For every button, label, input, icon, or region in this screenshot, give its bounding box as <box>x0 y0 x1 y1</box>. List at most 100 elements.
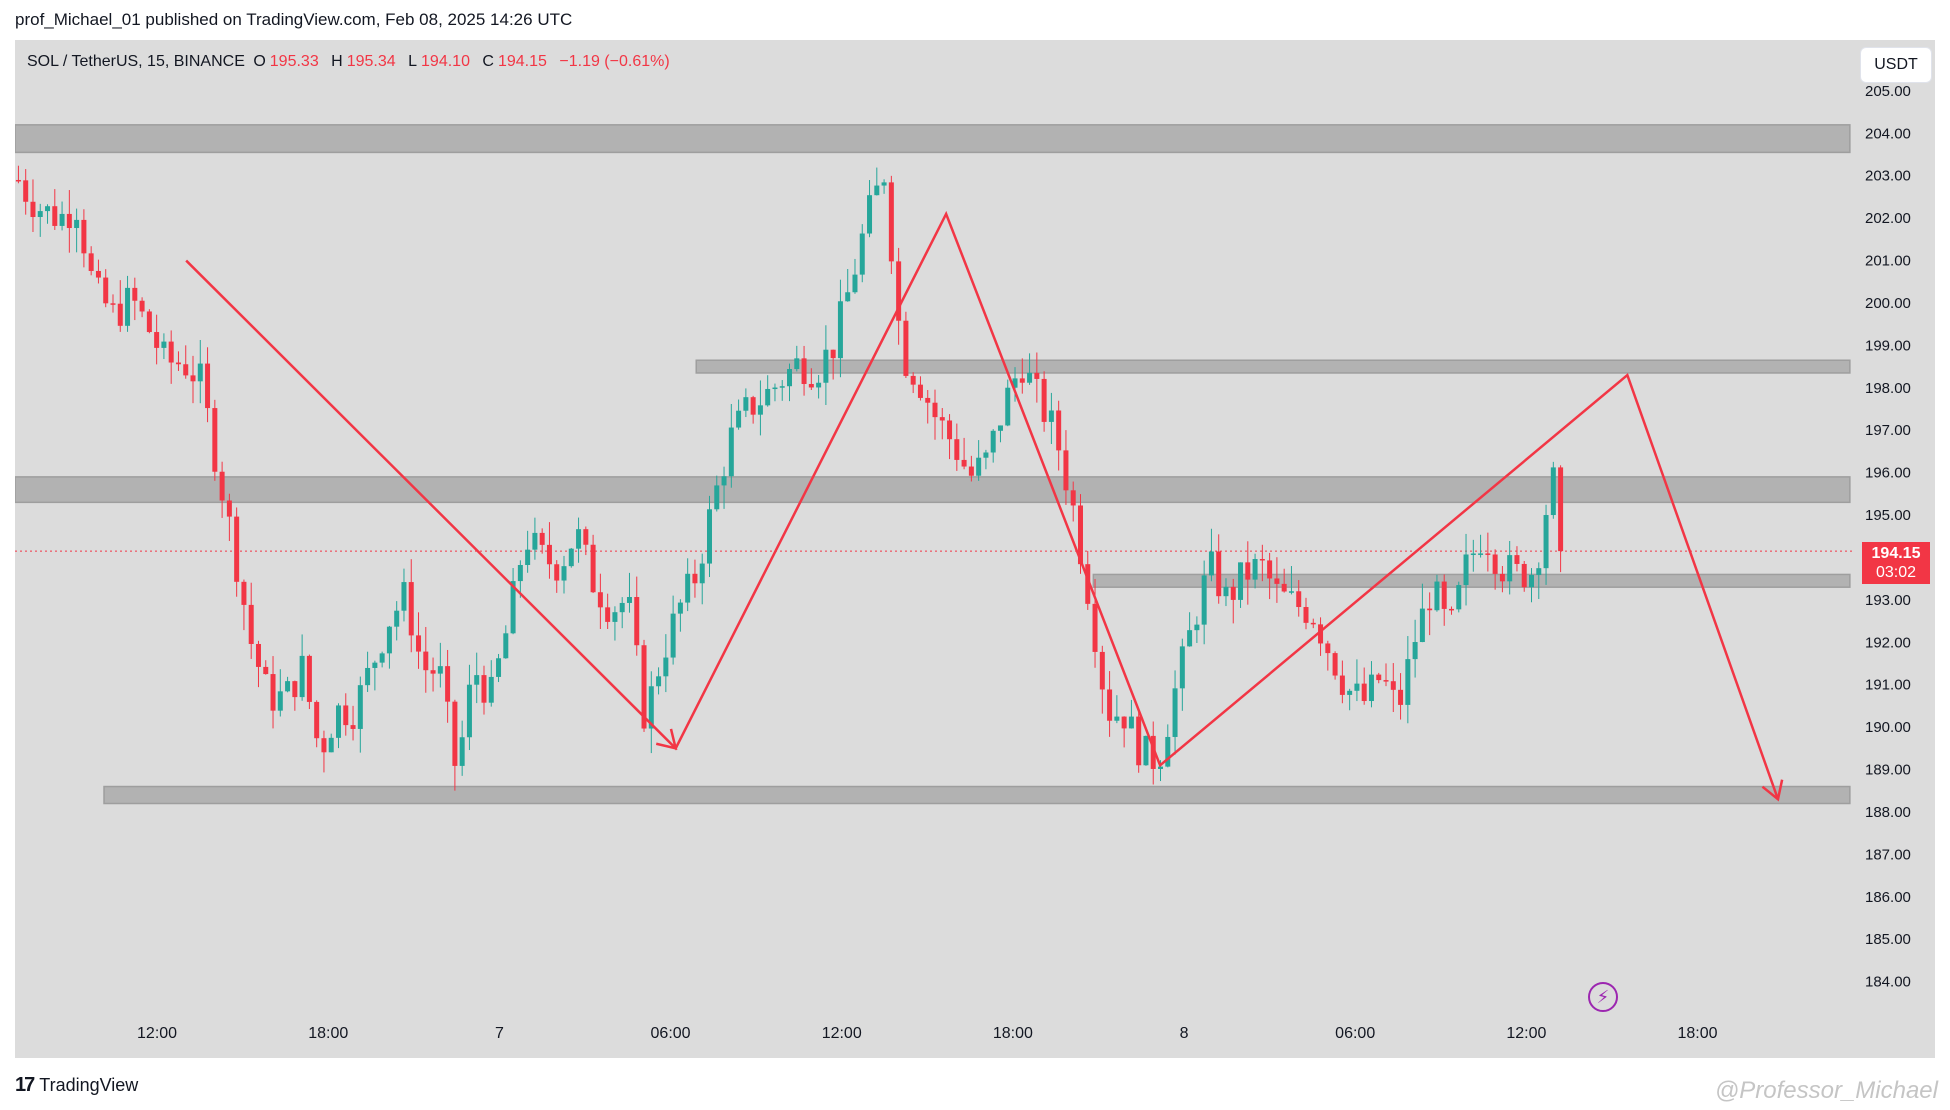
candle-body <box>583 529 589 545</box>
candle-body <box>365 667 371 686</box>
candle-body <box>299 655 305 698</box>
candle-body <box>23 180 29 202</box>
candle-body <box>706 509 712 564</box>
candle-body <box>554 564 560 581</box>
candle-body <box>1478 553 1484 555</box>
candle-body <box>88 253 94 271</box>
candle-body <box>1150 735 1156 769</box>
candle-body <box>1492 554 1498 574</box>
candle-body <box>648 686 654 729</box>
candle-body <box>619 602 625 613</box>
candle-body <box>787 369 793 387</box>
y-tick-label: 203.00 <box>1865 168 1911 185</box>
candle-body <box>568 548 574 567</box>
sr-zone-1 <box>695 359 1851 374</box>
candle-body <box>896 261 902 321</box>
candle-body <box>961 459 967 467</box>
candle-body <box>226 500 232 517</box>
y-tick-label: 195.00 <box>1865 507 1911 524</box>
candle-body <box>125 287 131 326</box>
candle-body <box>1318 624 1324 644</box>
candle-body <box>1056 410 1062 451</box>
sr-zone-0 <box>15 124 1851 154</box>
y-tick-label: 201.00 <box>1865 253 1911 270</box>
candle-body <box>496 658 502 677</box>
y-tick-label: 189.00 <box>1865 762 1911 779</box>
candle-body <box>990 430 996 453</box>
candle-body <box>823 349 829 383</box>
tradingview-logo: 17 TradingView <box>15 1074 138 1097</box>
candle-body <box>277 691 283 711</box>
candle-body <box>954 439 960 460</box>
candle-body <box>1339 675 1345 695</box>
candle-body <box>1165 736 1171 767</box>
low-label: L <box>408 53 418 70</box>
candle-body <box>154 332 160 348</box>
y-tick-label: 198.00 <box>1865 380 1911 397</box>
candle-body <box>1259 558 1265 561</box>
candle-body <box>401 582 407 611</box>
candle-body <box>794 358 800 370</box>
x-tick-label: 06:00 <box>1335 1025 1375 1042</box>
candle-body <box>212 408 218 472</box>
candle-body <box>1187 630 1193 647</box>
price-chart[interactable]: 184.00 185.00 186.00 187.00 188.00 189.00 190.… <box>15 40 1935 1058</box>
price-change: −1.19 (−0.61%) <box>559 53 670 70</box>
candle-body <box>66 213 72 229</box>
candle-body <box>285 681 291 692</box>
y-tick-label: 185.00 <box>1865 931 1911 948</box>
candle-body <box>1529 574 1535 588</box>
candle-body <box>263 666 269 675</box>
candle-body <box>997 425 1003 431</box>
candle-body <box>146 311 152 333</box>
candle-body <box>1325 643 1331 654</box>
candle-body <box>1238 562 1244 600</box>
candle-body <box>161 341 167 348</box>
y-tick-label: 187.00 <box>1865 846 1911 863</box>
candle-body <box>503 633 509 659</box>
y-tick-label: 200.00 <box>1865 295 1911 312</box>
candle-body <box>1223 586 1229 597</box>
candle-body <box>394 610 400 627</box>
candle-body <box>1041 378 1047 422</box>
candle-body <box>634 597 640 646</box>
low-value: 194.10 <box>421 53 470 70</box>
candle-body <box>597 592 603 608</box>
candle-body <box>1092 603 1098 652</box>
y-tick-label: 196.00 <box>1865 465 1911 482</box>
y-tick-label: 191.00 <box>1865 677 1911 694</box>
candle-body <box>1281 583 1287 592</box>
candle-body <box>845 292 851 302</box>
arrow-head-first <box>655 728 678 751</box>
candle-body <box>852 274 858 293</box>
bar-countdown: 03:02 <box>1875 564 1917 581</box>
candle-body <box>1543 515 1549 569</box>
candle-body <box>517 565 523 582</box>
x-tick-label: 7 <box>495 1025 504 1042</box>
candle-body <box>1390 681 1396 690</box>
candle-body <box>1158 766 1164 769</box>
candle-body <box>328 737 334 753</box>
y-tick-label: 190.00 <box>1865 719 1911 736</box>
chart-area[interactable]: 184.00 185.00 186.00 187.00 188.00 189.00 190.… <box>15 40 1935 1058</box>
candle-body <box>532 532 538 550</box>
candle-body <box>1550 467 1556 516</box>
symbol-name: SOL / TetherUS, 15, BINANCE <box>27 53 245 70</box>
candle-body <box>1521 563 1527 588</box>
candle-body <box>1441 581 1447 609</box>
candle-body <box>539 532 545 545</box>
candle-body <box>1485 553 1491 555</box>
candle-body <box>670 613 676 658</box>
sr-zone-4 <box>103 785 1851 805</box>
candle-body <box>1361 683 1367 702</box>
y-tick-label: 193.00 <box>1865 592 1911 609</box>
candle-body <box>677 602 683 614</box>
candle-body <box>1558 467 1564 552</box>
candle-body <box>1376 674 1382 681</box>
candle-body <box>241 581 247 605</box>
close-value: 194.15 <box>497 53 547 70</box>
lightning-icon[interactable]: ⚡ <box>1588 982 1618 1012</box>
currency-selector[interactable]: USDT <box>1861 48 1931 82</box>
candle-body <box>255 643 261 667</box>
candle-body <box>663 657 669 677</box>
